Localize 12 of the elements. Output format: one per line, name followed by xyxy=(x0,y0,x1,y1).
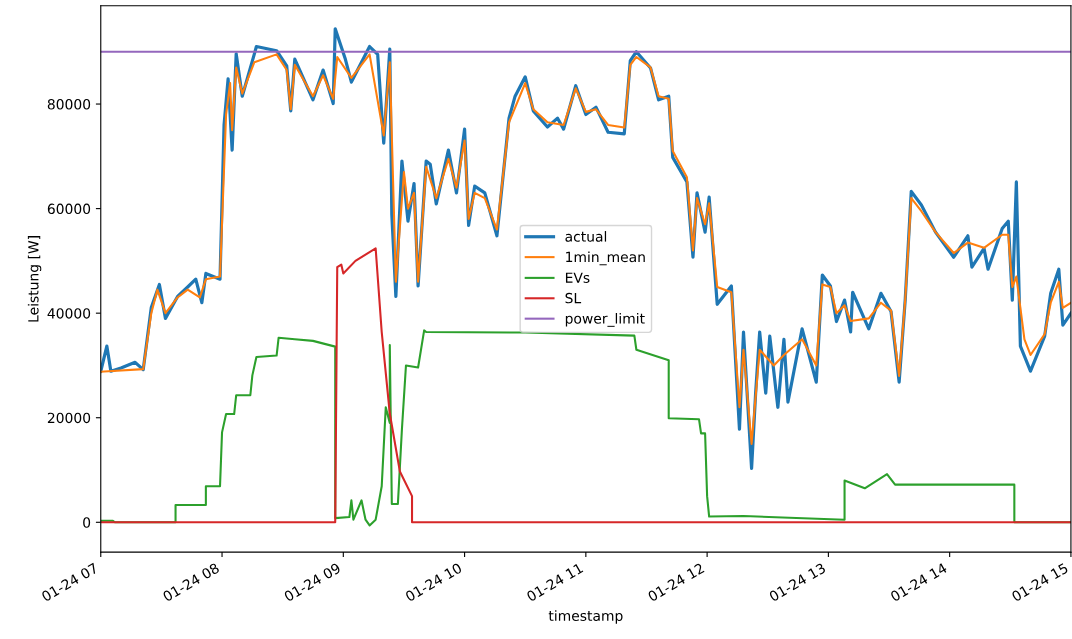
y-axis-title: Leistung [W] xyxy=(27,236,42,322)
y-tick-label: 20000 xyxy=(47,412,91,424)
y-tick-label: 60000 xyxy=(47,203,91,215)
y-tick-label: 80000 xyxy=(47,99,91,110)
legend-label: actual xyxy=(565,231,607,242)
legend-label: 1min_mean xyxy=(566,251,645,266)
legend-label: SL xyxy=(565,292,582,304)
legend-label: EVs xyxy=(565,272,590,283)
legend-label: power_limit xyxy=(565,312,645,327)
y-tick-label: 0 xyxy=(83,517,91,528)
y-tick-label: 40000 xyxy=(47,308,91,319)
x-axis-title: timestamp xyxy=(548,610,623,624)
